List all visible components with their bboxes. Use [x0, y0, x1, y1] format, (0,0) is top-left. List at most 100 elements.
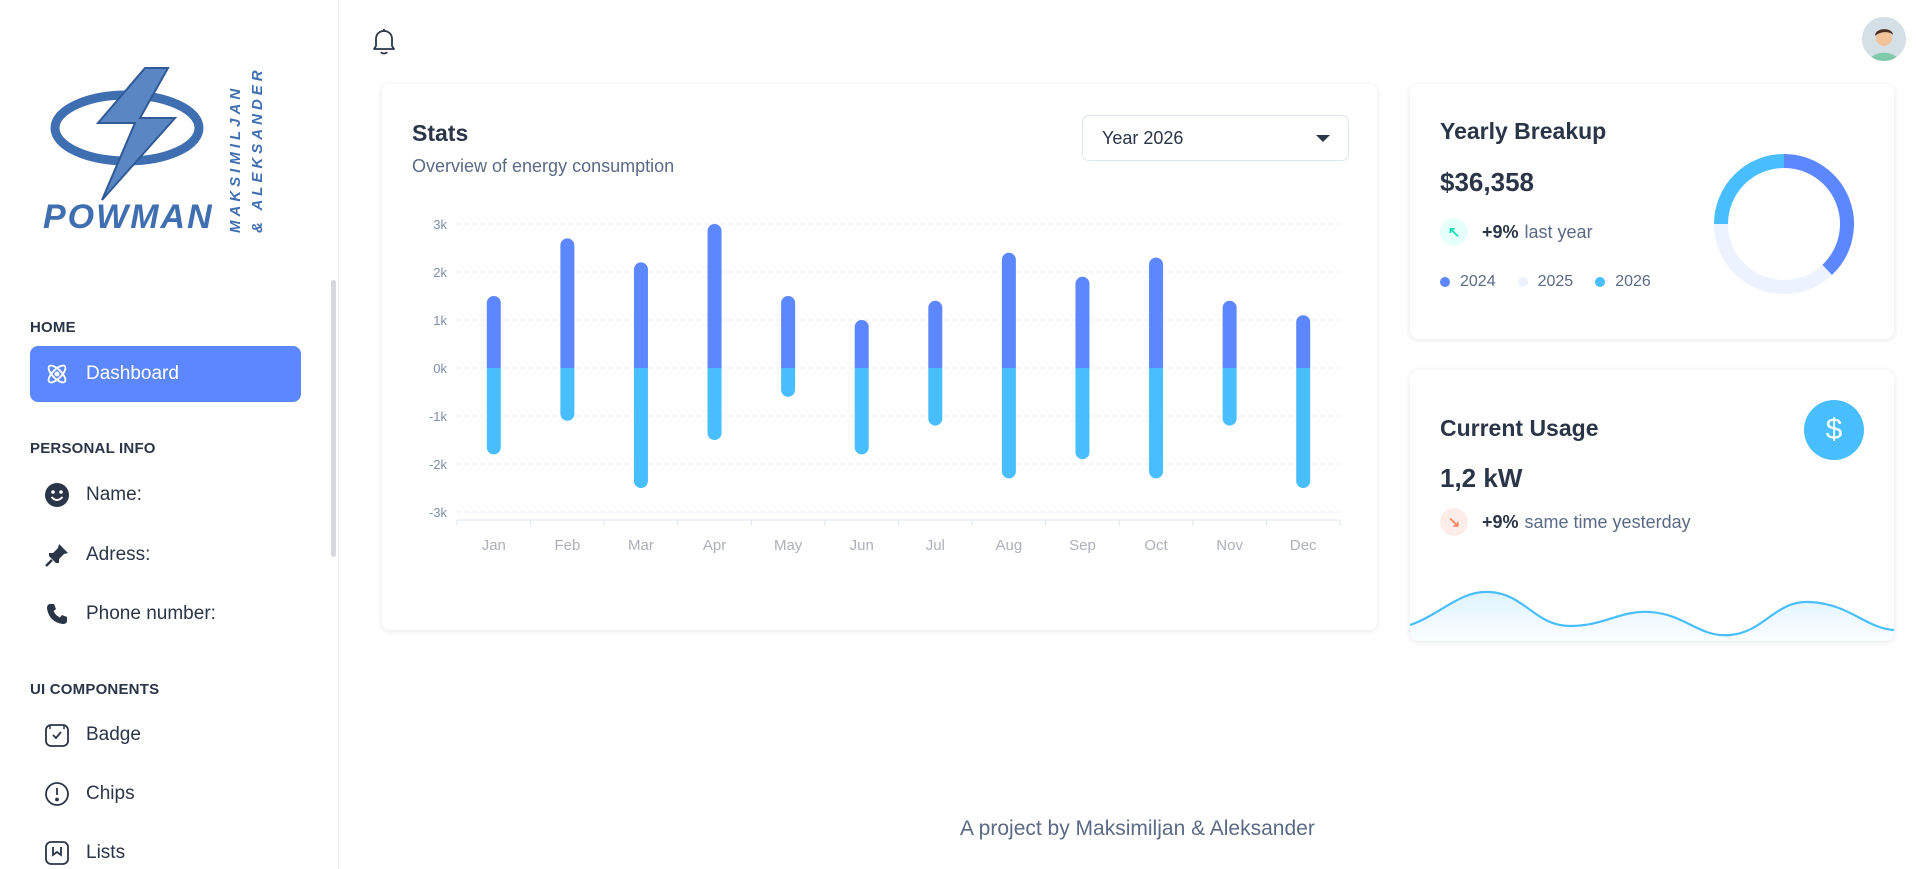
bar-negative	[633, 368, 648, 488]
notification-bell-icon[interactable]	[370, 26, 398, 56]
y-tick-label: -2k	[429, 457, 448, 472]
bar-positive	[486, 296, 501, 368]
bar-positive	[1001, 252, 1016, 368]
alert-circle-icon	[44, 781, 70, 807]
sidebar-item-label: Name:	[86, 484, 142, 505]
bar-negative	[486, 368, 501, 455]
smiley-icon	[44, 482, 70, 508]
powman-logo: POWMAN MAKSIMILJAN & ALEKSANDER	[43, 66, 266, 236]
usage-title: Current Usage	[1440, 415, 1599, 441]
energy-bar-chart: 3k 2k 1k 0k -1k -2k -3k Jan Feb Mar Apr May Jun Jul Au…	[429, 217, 1341, 554]
sidebar-item-dashboard[interactable]: Dashboard	[30, 346, 301, 402]
badge-icon	[44, 722, 70, 748]
donut-slice-2026	[1714, 154, 1785, 225]
sidebar-item-phone[interactable]: Phone number:	[30, 586, 301, 642]
donut-slice-2024	[1783, 154, 1854, 276]
phone-icon	[44, 601, 70, 627]
y-tick-label: 2k	[433, 265, 447, 280]
bar-negative	[1222, 368, 1237, 426]
sidebar-item-label: Phone number:	[86, 603, 216, 624]
sidebar-item-label: Lists	[86, 842, 126, 863]
bar-positive	[854, 320, 869, 368]
arrow-down-right-icon: ↘	[1440, 508, 1468, 536]
yearly-trend: ↖ +9% last year	[1440, 218, 1593, 246]
bar-negative	[1149, 368, 1164, 479]
sidebar-item-lists[interactable]: Lists	[30, 825, 301, 869]
section-home: HOME	[30, 319, 76, 336]
footer-text: A project by Maksimiljan & Aleksander	[960, 817, 1315, 840]
bookmark-icon	[44, 840, 70, 866]
stats-card: Stats Overview of energy consumption Yea…	[382, 84, 1377, 630]
bar-positive	[928, 300, 943, 368]
sidebar-item-name[interactable]: Name:	[30, 467, 301, 523]
x-tick-label: Dec	[1290, 537, 1317, 554]
yearly-legend: 2024 2025 2026	[1440, 273, 1673, 291]
y-tick-label: 0k	[433, 361, 447, 376]
bar-negative	[1075, 368, 1090, 460]
bar-negative	[781, 368, 796, 397]
atom-icon	[44, 361, 70, 387]
sidebar-item-label: Dashboard	[86, 363, 179, 384]
bar-positive	[1149, 257, 1164, 368]
y-tick-label: 1k	[433, 313, 447, 328]
sidebar-item-label: Adress:	[86, 544, 151, 565]
sidebar-item-label: Chips	[86, 783, 135, 804]
yearly-trend-pct: +9%	[1482, 221, 1519, 242]
legend-item-2025: 2025	[1517, 273, 1573, 291]
yearly-breakup-card: Yearly Breakup $36,358 ↖ +9% last year 2…	[1410, 84, 1894, 339]
donut-slice-2025	[1714, 223, 1832, 294]
sidebar-item-label: Badge	[86, 724, 141, 745]
bar-positive	[560, 238, 575, 368]
usage-trend-text: same time yesterday	[1524, 511, 1691, 532]
svg-text:MAKSIMILJAN: MAKSIMILJAN	[227, 85, 244, 233]
current-usage-card: Current Usage $ 1,2 kW ↘ +9% same time y…	[1410, 370, 1894, 641]
pin-icon	[44, 542, 70, 568]
bar-positive	[633, 262, 648, 368]
section-ui-components: UI COMPONENTS	[30, 681, 160, 698]
sidebar-item-badge[interactable]: Badge	[30, 707, 301, 763]
x-tick-label: Feb	[554, 537, 580, 554]
x-tick-label: Oct	[1144, 537, 1168, 554]
x-tick-label: Jun	[850, 537, 874, 554]
usage-trend: ↘ +9% same time yesterday	[1440, 508, 1691, 536]
yearly-donut-chart	[1714, 154, 1854, 294]
x-tick-label: Jul	[926, 537, 945, 554]
bar-positive	[1296, 315, 1311, 368]
bar-negative	[1296, 368, 1311, 488]
year-select-value: Year 2026	[1102, 127, 1184, 148]
svg-text:POWMAN: POWMAN	[43, 198, 214, 236]
arrow-up-left-icon: ↖	[1440, 218, 1468, 246]
x-tick-label: Sep	[1069, 537, 1096, 554]
sidebar: POWMAN MAKSIMILJAN & ALEKSANDER HOME Das…	[0, 0, 339, 869]
x-tick-label: Nov	[1216, 537, 1243, 554]
user-avatar[interactable]	[1862, 17, 1906, 61]
bar-negative	[928, 368, 943, 426]
section-personal-info: PERSONAL INFO	[30, 440, 156, 457]
y-tick-label: -3k	[429, 505, 448, 520]
stats-subtitle: Overview of energy consumption	[412, 156, 675, 176]
bar-negative	[1001, 368, 1016, 479]
x-tick-label: May	[774, 537, 803, 554]
legend-item-2024: 2024	[1440, 273, 1496, 291]
x-tick-label: Aug	[996, 537, 1023, 554]
sidebar-item-address[interactable]: Adress:	[30, 527, 301, 583]
bar-positive	[1222, 300, 1237, 368]
caret-down-icon	[1316, 135, 1330, 142]
usage-value: 1,2 kW	[1440, 463, 1523, 493]
bar-positive	[781, 296, 796, 368]
stats-title: Stats	[412, 120, 469, 146]
bar-positive	[1075, 276, 1090, 368]
yearly-title: Yearly Breakup	[1440, 118, 1607, 144]
yearly-trend-text: last year	[1524, 221, 1593, 242]
usage-sparkline	[1410, 590, 1894, 641]
dollar-icon[interactable]: $	[1804, 400, 1864, 460]
year-select[interactable]: Year 2026	[1082, 115, 1349, 161]
x-tick-label: Jan	[482, 537, 506, 554]
sidebar-scrollbar[interactable]	[331, 280, 336, 557]
sidebar-item-chips[interactable]: Chips	[30, 766, 301, 822]
usage-trend-pct: +9%	[1482, 511, 1519, 532]
bar-positive	[707, 224, 722, 368]
x-tick-label: Apr	[703, 537, 726, 554]
x-tick-label: Mar	[628, 537, 654, 554]
bar-negative	[560, 368, 575, 421]
